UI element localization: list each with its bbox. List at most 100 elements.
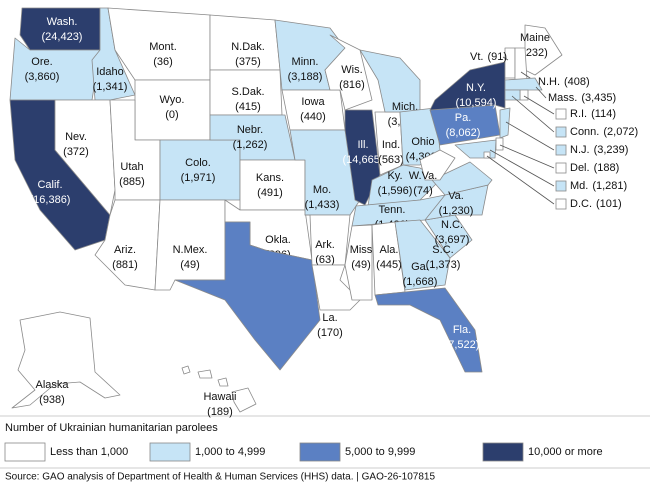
state: Utah (885) bbox=[109, 99, 161, 201]
state-value: (8,062) bbox=[446, 127, 481, 139]
state-value: (3,239) bbox=[594, 144, 629, 156]
state-value: (2,072) bbox=[603, 126, 638, 138]
legend-title: Number of Ukrainian humanitarian parolee… bbox=[5, 422, 218, 434]
state-name: Mass. bbox=[548, 92, 577, 104]
state-name: N.H. bbox=[538, 76, 560, 88]
state-value: (1,281) bbox=[592, 180, 627, 192]
leader-line bbox=[499, 144, 555, 169]
state: Colo. (1,971) bbox=[159, 139, 241, 201]
state: Wyo. (0) bbox=[134, 79, 211, 141]
state-value: (881) bbox=[112, 259, 138, 271]
state-callout: N.H. (408) bbox=[538, 76, 590, 88]
leader-line bbox=[535, 86, 547, 99]
state-value: (91) bbox=[487, 51, 507, 63]
state-shape bbox=[419, 149, 456, 181]
state-name: N.C. bbox=[441, 219, 463, 231]
state-name: Wyo. bbox=[160, 94, 185, 106]
state-value: (188) bbox=[594, 162, 620, 174]
state: Conn. (2,072) bbox=[504, 89, 638, 138]
state: N.Y. (10,594) bbox=[429, 61, 506, 111]
state-name: N.J. bbox=[570, 144, 590, 156]
leader-line bbox=[489, 149, 555, 187]
state-name: La. bbox=[322, 312, 337, 324]
state-name: Wis. bbox=[341, 64, 362, 76]
state-value: (491) bbox=[257, 187, 283, 199]
state: N.J. (3,239) bbox=[499, 107, 629, 156]
state: Minn. (3,188) bbox=[274, 19, 346, 91]
state-shape bbox=[174, 221, 321, 371]
state: W.Va. (74) bbox=[409, 149, 456, 197]
state-value: (1,668) bbox=[403, 276, 438, 288]
state-name: N.Y. bbox=[466, 82, 486, 94]
state-name: Minn. bbox=[292, 56, 319, 68]
state: Mass. (3,435) bbox=[504, 77, 616, 104]
state: Alaska (938) bbox=[11, 311, 121, 409]
state-name: Wash. bbox=[47, 16, 78, 28]
state-name: Ga. bbox=[411, 261, 429, 273]
state-name: Ky. bbox=[387, 170, 402, 182]
state-name: Okla. bbox=[265, 234, 291, 246]
legend-label: 1,000 to 4,999 bbox=[195, 446, 265, 458]
legend-swatch bbox=[482, 442, 524, 462]
state-value: (1,596) bbox=[378, 185, 413, 197]
state: Hawaii (189) bbox=[181, 365, 257, 418]
state: Tex. (5,104) bbox=[174, 221, 321, 373]
state-name: Mich. bbox=[392, 101, 418, 113]
state-callout: R.I. (114) bbox=[570, 108, 616, 120]
state-name: Mo. bbox=[313, 184, 331, 196]
state-name: Pa. bbox=[455, 112, 472, 124]
state: Ala. (445) bbox=[371, 221, 406, 296]
state-value: (1,262) bbox=[233, 139, 268, 151]
state-value: (49) bbox=[351, 259, 371, 271]
state-name: R.I. bbox=[570, 108, 587, 120]
state: Mont. (36) bbox=[107, 7, 211, 81]
legend-swatch bbox=[4, 442, 46, 462]
state-shape bbox=[344, 224, 373, 301]
state-name: Conn. bbox=[570, 126, 599, 138]
state-shape bbox=[394, 219, 451, 291]
state-swatch bbox=[555, 126, 567, 138]
state-name: Fla. bbox=[453, 324, 471, 336]
legend-swatch bbox=[149, 442, 191, 462]
state-name: Va. bbox=[448, 190, 464, 202]
state-value: (816) bbox=[339, 79, 365, 91]
state-name: Ala. bbox=[380, 244, 399, 256]
state-swatch bbox=[555, 108, 567, 120]
state-value: (3,188) bbox=[288, 71, 323, 83]
state-value: (232) bbox=[522, 47, 548, 59]
state-name: Iowa bbox=[301, 96, 325, 108]
state: Nev. (372) bbox=[54, 99, 116, 216]
state-name: W.Va. bbox=[409, 170, 438, 182]
state-value: (445) bbox=[376, 259, 402, 271]
leader-line bbox=[486, 155, 555, 205]
state-value: (24,423) bbox=[42, 31, 83, 43]
state-shape bbox=[54, 99, 116, 216]
state-name: Vt. bbox=[470, 51, 483, 63]
state-value: (16,386) bbox=[30, 194, 71, 206]
state-name: Ind. bbox=[382, 139, 400, 151]
legend-label: Less than 1,000 bbox=[50, 446, 128, 458]
state-name: Ohio bbox=[411, 136, 434, 148]
leader-line bbox=[523, 95, 555, 115]
state-name: Idaho bbox=[96, 66, 124, 78]
state: Miss (49) bbox=[344, 224, 373, 301]
state-value: (0) bbox=[165, 109, 178, 121]
state: Ga. (1,668) bbox=[394, 219, 451, 291]
state: Ore. (3,860) bbox=[9, 37, 101, 101]
state-value: (114) bbox=[591, 108, 616, 120]
state-swatch bbox=[555, 198, 567, 210]
state-value: (63) bbox=[315, 254, 335, 266]
state-name: D.C. bbox=[570, 198, 592, 210]
state-value: (1,971) bbox=[181, 172, 216, 184]
state-callout: Md. (1,281) bbox=[570, 180, 627, 192]
state: R.I. (114) bbox=[519, 89, 616, 120]
state-shape bbox=[504, 77, 543, 91]
state-swatch bbox=[555, 144, 567, 156]
state-value: (3,860) bbox=[25, 71, 60, 83]
state-value: (49) bbox=[180, 259, 200, 271]
state: N.Dak. (375) bbox=[209, 14, 281, 71]
state-name: Ill. bbox=[358, 139, 369, 151]
state-shape bbox=[431, 161, 493, 196]
state-value: (170) bbox=[317, 327, 343, 339]
state-swatch bbox=[555, 180, 567, 192]
